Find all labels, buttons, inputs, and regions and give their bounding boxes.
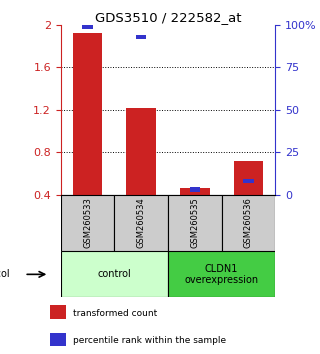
Text: GSM260533: GSM260533	[83, 198, 92, 249]
Text: GSM260535: GSM260535	[190, 198, 199, 249]
Text: control: control	[98, 269, 131, 279]
Bar	[114, 195, 168, 251]
Bar	[168, 195, 221, 251]
Bar	[234, 161, 263, 195]
Bar	[180, 188, 210, 195]
Bar	[190, 188, 200, 192]
Text: percentile rank within the sample: percentile rank within the sample	[73, 336, 226, 345]
Bar	[168, 251, 275, 297]
Title: GDS3510 / 222582_at: GDS3510 / 222582_at	[95, 11, 241, 24]
Bar	[73, 33, 102, 195]
Bar	[83, 24, 93, 29]
Text: transformed count: transformed count	[73, 309, 157, 318]
Bar	[61, 251, 168, 297]
Bar	[50, 306, 66, 319]
Text: GSM260536: GSM260536	[244, 198, 253, 249]
Bar	[50, 333, 66, 347]
Text: GSM260534: GSM260534	[137, 198, 146, 249]
Bar	[61, 195, 114, 251]
Bar	[126, 108, 156, 195]
Bar	[136, 35, 146, 39]
Bar	[221, 195, 275, 251]
Bar	[243, 179, 253, 183]
Text: CLDN1
overexpression: CLDN1 overexpression	[185, 263, 259, 285]
Text: protocol: protocol	[0, 269, 10, 279]
